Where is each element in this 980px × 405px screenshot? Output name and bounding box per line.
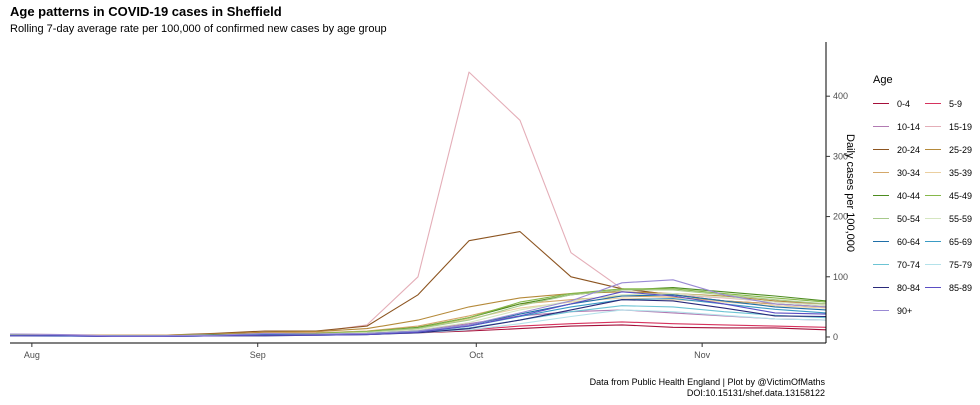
x-tick-label: Sep xyxy=(250,350,266,360)
legend-item-30-34: 30-34 xyxy=(873,161,925,184)
legend-item-0-4: 0-4 xyxy=(873,92,925,115)
legend-label: 55-59 xyxy=(949,213,973,224)
y-tick-label: 300 xyxy=(833,151,848,161)
legend-label: 30-34 xyxy=(897,167,921,178)
legend-key-line xyxy=(925,149,941,150)
legend-label: 60-64 xyxy=(897,236,921,247)
x-axis-ticks: Aug Sep Oct Nov xyxy=(24,343,711,360)
y-axis-ticks: 0 100 200 300 400 xyxy=(826,91,848,342)
y-tick-label: 0 xyxy=(833,332,838,342)
legend-label: 35-39 xyxy=(949,167,973,178)
legend-key-line xyxy=(873,103,889,104)
legend-key-line xyxy=(873,218,889,219)
x-tick-label: Oct xyxy=(469,350,484,360)
legend-key-line xyxy=(873,287,889,288)
legend-item-55-59: 55-59 xyxy=(925,207,977,230)
y-tick-label: 100 xyxy=(833,272,848,282)
legend-item-85-89: 85-89 xyxy=(925,276,977,299)
line-chart: Aug Sep Oct Nov 0 100 200 300 400 Daily cases p… xyxy=(9,42,856,360)
legend-item-75-79: 75-79 xyxy=(925,253,977,276)
legend-key-line xyxy=(925,126,941,127)
legend-label: 80-84 xyxy=(897,282,921,293)
series-layer xyxy=(9,71,827,337)
legend-key-line xyxy=(925,195,941,196)
legend-item-25-29: 25-29 xyxy=(925,138,977,161)
legend-label: 25-29 xyxy=(949,144,973,155)
legend-item-15-19: 15-19 xyxy=(925,115,977,138)
caption-source: Data from Public Health England | Plot b… xyxy=(589,377,825,387)
legend-label: 50-54 xyxy=(897,213,921,224)
legend-key-line xyxy=(925,172,941,173)
legend-label: 70-74 xyxy=(897,259,921,270)
legend-label: 0-4 xyxy=(897,98,911,109)
chart-subtitle: Rolling 7-day average rate per 100,000 o… xyxy=(10,23,387,35)
legend-item-5-9: 5-9 xyxy=(925,92,977,115)
x-tick-label: Nov xyxy=(694,350,711,360)
legend-label: 20-24 xyxy=(897,144,921,155)
caption-doi: DOI:10.15131/shef.data.13158122 xyxy=(686,388,825,398)
legend-item-80-84: 80-84 xyxy=(873,276,925,299)
chart-title: Age patterns in COVID-19 cases in Sheffi… xyxy=(10,4,282,19)
legend-item-60-64: 60-64 xyxy=(873,230,925,253)
y-axis-title: Daily cases per 100,000 xyxy=(844,134,856,252)
legend-key-line xyxy=(873,241,889,242)
legend-label: 65-69 xyxy=(949,236,973,247)
legend-title: Age xyxy=(873,74,893,86)
legend-label: 75-79 xyxy=(949,259,973,270)
legend-key-line xyxy=(873,264,889,265)
legend-label: 40-44 xyxy=(897,190,921,201)
legend-item-40-44: 40-44 xyxy=(873,184,925,207)
legend-label: 5-9 xyxy=(949,98,963,109)
series-line-85-89 xyxy=(10,291,827,337)
legend-label: 85-89 xyxy=(949,282,973,293)
legend-item-35-39: 35-39 xyxy=(925,161,977,184)
x-tick-label: Aug xyxy=(24,350,40,360)
legend-key-line xyxy=(925,287,941,288)
caption: Data from Public Health England | Plot b… xyxy=(590,377,825,399)
legend-key-line xyxy=(873,172,889,173)
legend-key-line xyxy=(925,103,941,104)
series-line-90+ xyxy=(9,279,827,337)
legend-item-50-54: 50-54 xyxy=(873,207,925,230)
legend-label: 90+ xyxy=(897,305,913,316)
legend: Age 0-4 5-9 10-14 15-19 20-24 25-29 30-34 35-39… xyxy=(873,74,978,322)
legend-item-90+: 90+ xyxy=(873,299,925,322)
legend-key-line xyxy=(873,126,889,127)
y-tick-label: 400 xyxy=(833,91,848,101)
legend-label: 10-14 xyxy=(897,121,921,132)
legend-key-line xyxy=(873,195,889,196)
legend-key-line xyxy=(925,264,941,265)
legend-item-20-24: 20-24 xyxy=(873,138,925,161)
legend-label: 45-49 xyxy=(949,190,973,201)
legend-item-45-49: 45-49 xyxy=(925,184,977,207)
legend-item-10-14: 10-14 xyxy=(873,115,925,138)
legend-label: 15-19 xyxy=(949,121,973,132)
legend-item-70-74: 70-74 xyxy=(873,253,925,276)
legend-key-line xyxy=(873,149,889,150)
legend-key-line xyxy=(925,218,941,219)
y-tick-label: 200 xyxy=(833,212,848,222)
legend-key-line xyxy=(873,310,889,311)
legend-item-65-69: 65-69 xyxy=(925,230,977,253)
legend-key-line xyxy=(925,241,941,242)
legend-items: 0-4 5-9 10-14 15-19 20-24 25-29 30-34 35-39 40-4… xyxy=(873,92,978,322)
